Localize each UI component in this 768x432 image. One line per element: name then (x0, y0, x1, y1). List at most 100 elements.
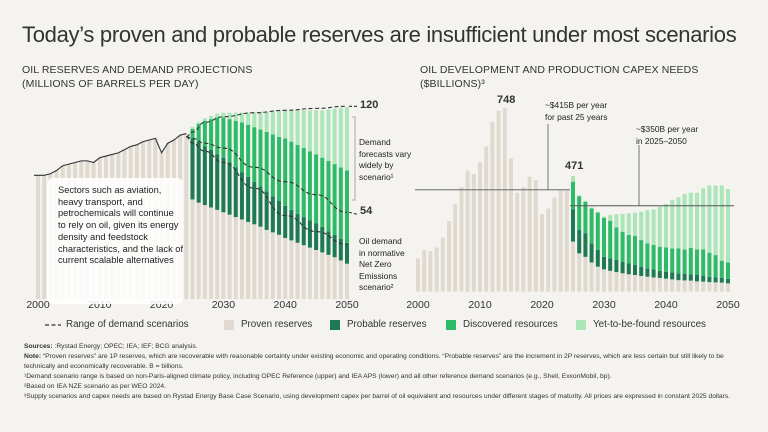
page-title: Today’s proven and probable reserves are… (22, 22, 737, 47)
left-bar-probable (270, 196, 275, 233)
sources-text: :Rystad Energy; OPEC; IEA; IEF; BCG anal… (52, 343, 198, 350)
left-chart-title-line2: (MILLIONS OF BARRELS PER DAY) (22, 78, 199, 90)
left-bar-proven (209, 207, 214, 299)
left-bar-discovered (246, 124, 251, 177)
note-text: “Proven reserves” are 1P reserves, which… (24, 353, 724, 370)
right-bar-probable (726, 278, 730, 284)
left-bar-probable (307, 220, 312, 248)
right-bar-proven (701, 281, 706, 292)
left-bar-discovered (345, 170, 349, 243)
right-bar-yet-to-find (602, 216, 606, 218)
left-bar-proven (277, 234, 282, 299)
right-bar-discovered (670, 248, 675, 273)
right-bar-probable (707, 276, 712, 283)
left-bar-probable (314, 223, 319, 251)
left-bar-probable (301, 217, 306, 246)
right-bar-discovered (701, 249, 706, 276)
left-bar-discovered (270, 134, 275, 197)
right-bar-yet-to-find (713, 185, 718, 256)
right-bar-probable (639, 266, 644, 276)
ref-label-line: for past 25 years (545, 111, 608, 122)
right-bar-yet-to-find (608, 215, 613, 221)
left-bar-proven (258, 226, 263, 299)
left-bar-discovered (215, 117, 220, 155)
right-historical-bar (453, 204, 458, 292)
left-bar-proven (320, 252, 325, 299)
left-bar-discovered (202, 120, 207, 147)
right-historical-bar (447, 220, 451, 292)
left-x-tick: 2030 (212, 299, 236, 311)
left-x-tick: 2050 (335, 299, 359, 311)
left-bar-proven (283, 237, 288, 299)
lower-demand-value: 54 (360, 205, 373, 217)
legend-yet-to-find: Yet-to-be-found resources (576, 319, 706, 330)
left-bar-discovered (190, 128, 195, 139)
right-bar-yet-to-find (707, 185, 712, 253)
right-historical-bar (422, 249, 427, 292)
left-x-tick: 2000 (26, 299, 50, 311)
right-bar-probable (701, 275, 706, 282)
left-bar-discovered (314, 154, 319, 224)
sources: Sources: :Rystad Energy; OPEC; IEA; IEF;… (24, 342, 754, 352)
right-bar-yet-to-find (664, 204, 668, 248)
left-bar-proven (233, 217, 238, 299)
right-bar-discovered (602, 217, 606, 257)
left-bar-yet-to-find (332, 108, 337, 165)
right-bar-proven (614, 272, 619, 292)
right-bar-discovered (595, 212, 600, 250)
right-bar-probable (651, 269, 656, 278)
right-bar-yet-to-find (657, 206, 662, 247)
legend-probable: Probable reserves (330, 319, 427, 330)
left-bar-discovered (338, 167, 343, 239)
legend-range: Range of demand scenarios (45, 319, 189, 330)
right-bar-proven (664, 278, 668, 292)
left-bar-proven (227, 214, 232, 299)
right-bar-proven (577, 253, 582, 292)
right-bar-probable (695, 274, 699, 282)
range-note: Demand forecasts vary widely by scenario… (359, 137, 411, 183)
ref-label-415: ~$415B per year for past 25 years (545, 100, 607, 123)
ref-label-line: ~$415B per year (545, 100, 608, 110)
left-bar-yet-to-find (258, 111, 263, 130)
left-bar-yet-to-find (227, 112, 232, 120)
right-bar-yet-to-find (651, 209, 656, 246)
left-bar-probable (227, 162, 232, 215)
left-bar-probable (196, 141, 201, 203)
left-bar-yet-to-find (345, 107, 349, 171)
right-bar-yet-to-find (688, 192, 693, 248)
left-bar-yet-to-find (264, 111, 269, 132)
left-bar-discovered (307, 151, 312, 221)
left-bar-probable (233, 167, 238, 218)
left-bar-yet-to-find (252, 112, 257, 128)
left-bar-discovered (209, 119, 214, 150)
right-bar-proven (595, 266, 600, 292)
right-bar-discovered (713, 255, 718, 278)
ref-label-line: ~$350B per year (636, 124, 699, 134)
left-historical-bar (42, 175, 47, 299)
left-bar-proven (190, 199, 195, 299)
right-historical-bar (465, 170, 470, 292)
right-bar-proven (633, 274, 637, 292)
right-historical-bar (459, 187, 464, 292)
nze-note: Oil demand in normative Net Zero Emissio… (359, 236, 405, 294)
left-bar-proven (196, 202, 201, 299)
footnotes: Sources: :Rystad Energy; OPEC; IEA; IEF;… (24, 342, 754, 402)
left-bar-yet-to-find (289, 110, 294, 142)
right-historical-bar (521, 187, 526, 292)
right-bar-yet-to-find (614, 214, 619, 228)
left-bar-proven (215, 209, 220, 299)
right-x-tick: 2050 (716, 299, 740, 311)
left-bar-probable (345, 242, 349, 264)
right-bar-discovered (682, 249, 687, 275)
legend-label: Range of demand scenarios (66, 319, 189, 330)
right-bar-proven (707, 282, 712, 292)
left-bar-discovered (233, 120, 238, 168)
right-chart-title-line2: ($BILLIONS)³ (420, 78, 485, 90)
upper-demand-value: 120 (360, 99, 379, 111)
right-bar-proven (657, 277, 662, 292)
net-zero-demand-line (186, 136, 348, 245)
dashed-line-icon (45, 323, 61, 326)
right-historical-bar (484, 146, 489, 292)
left-bar-probable (320, 226, 325, 253)
right-historical-bar (496, 110, 501, 292)
